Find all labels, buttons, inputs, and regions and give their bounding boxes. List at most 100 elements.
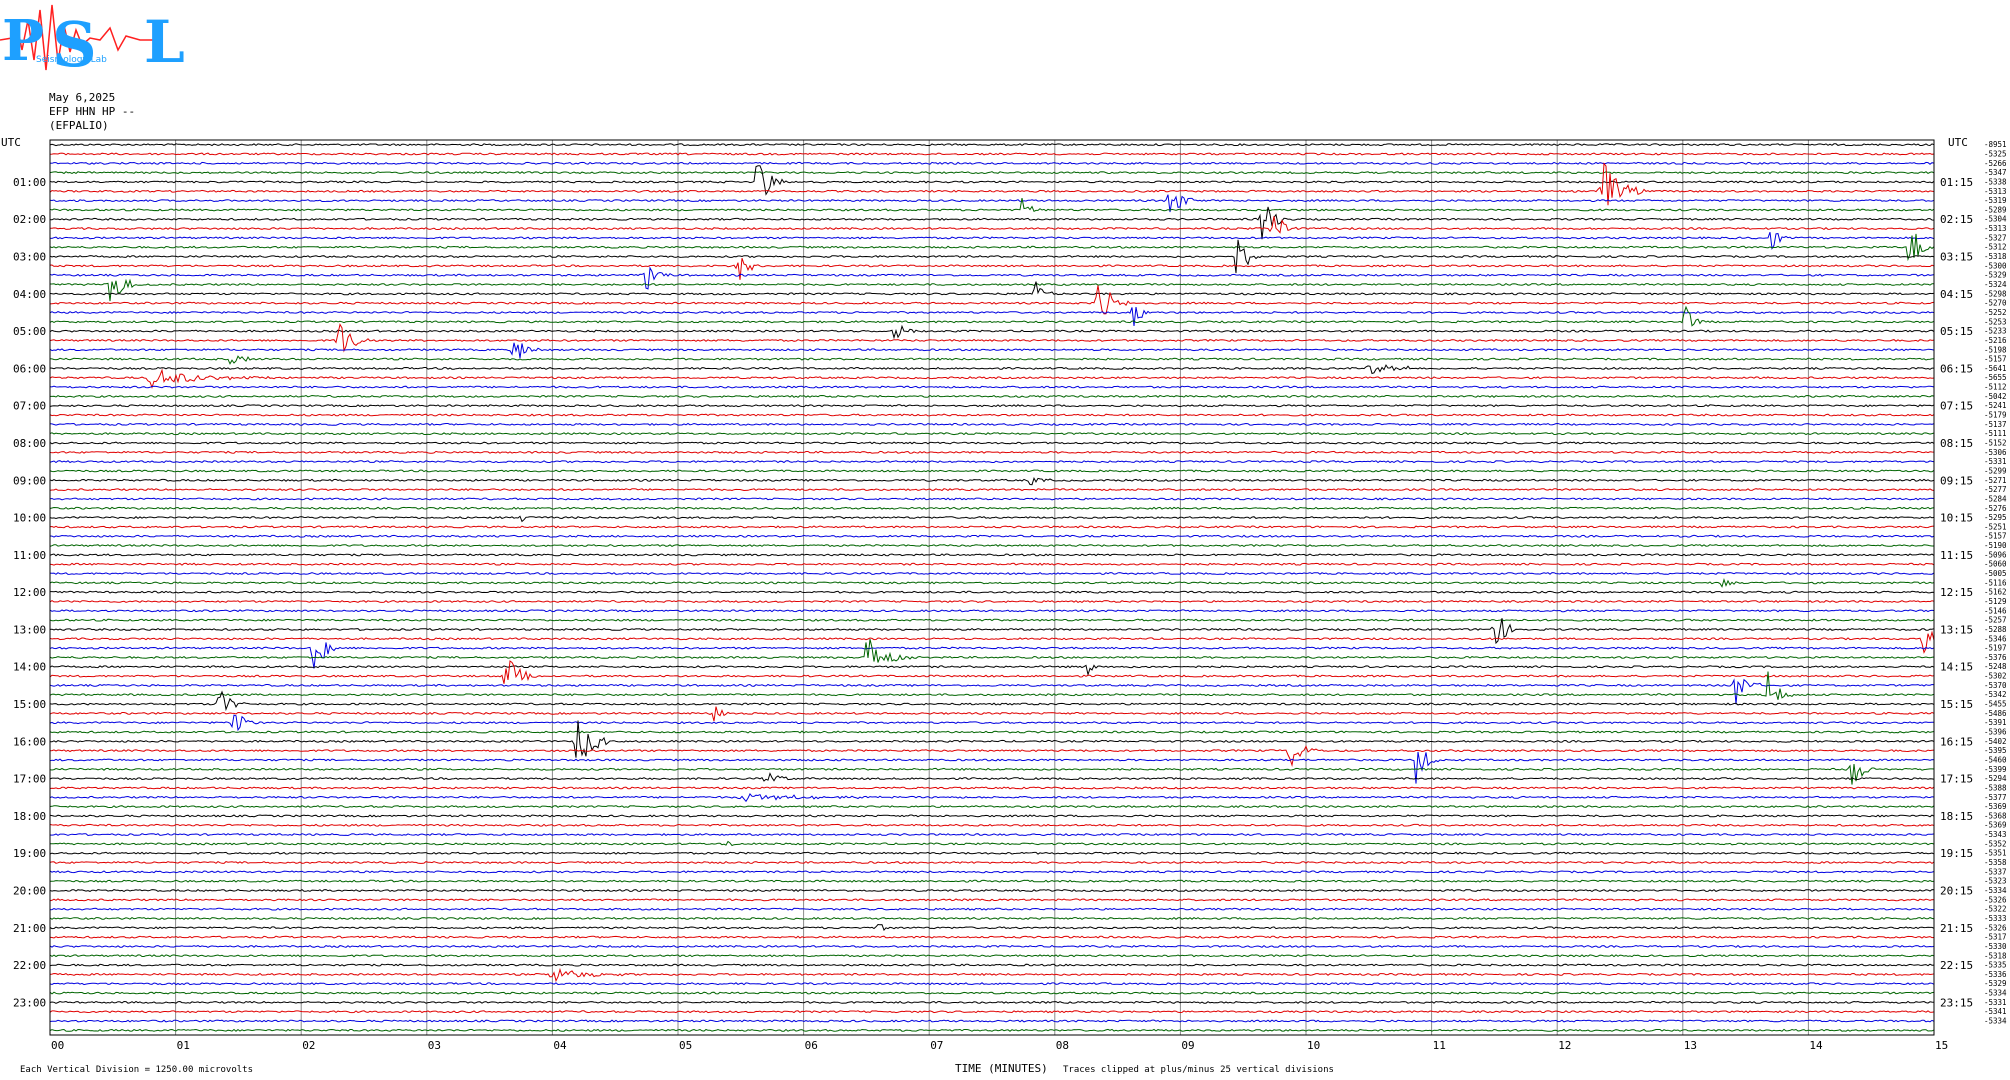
minute-tick-label: 13 [1684, 1039, 1697, 1052]
seismic-trace [49, 258, 1935, 280]
seismic-trace [49, 609, 1935, 613]
trace-offset-label: -5395 [1984, 746, 2007, 755]
right-hour-label: 17:15 [1940, 773, 1973, 786]
trace-offset-label: -5284 [1984, 494, 2007, 503]
left-hour-label: 11:00 [13, 549, 46, 562]
left-hour-label: 09:00 [13, 474, 46, 487]
seismic-trace [49, 323, 1935, 353]
seismic-trace [49, 678, 1935, 705]
minute-tick-label: 02 [302, 1039, 315, 1052]
trace-offset-label: -5288 [1984, 625, 2007, 634]
right-hour-label: 12:15 [1940, 586, 1973, 599]
trace-offset-label: -5042 [1984, 392, 2007, 401]
minute-tick-label: 15 [1935, 1039, 1948, 1052]
seismic-trace [49, 562, 1935, 566]
trace-offset-label: -5338 [1984, 177, 2007, 186]
minute-tick-label: 09 [1181, 1039, 1194, 1052]
hour-labels: 01:00 01:15 02:00 02:15 03:00 03:15 04:00 04:15… [13, 176, 1973, 1009]
trace-offset-label: -5337 [1984, 867, 2007, 876]
logo-letter-p: P [2, 8, 44, 74]
plot-date: May 6,2025 [49, 91, 116, 104]
seismic-trace [49, 161, 1935, 165]
left-hour-label: 18:00 [13, 810, 46, 823]
seismic-trace [50, 720, 1935, 758]
seismic-trace [49, 543, 1934, 548]
trace-offset-label: -5198 [1984, 345, 2007, 354]
trace-offset-label: -5329 [1984, 979, 2007, 988]
left-hour-label: 17:00 [13, 773, 46, 786]
trace-offset-label: -5179 [1984, 411, 2007, 420]
left-hour-label: 23:00 [13, 996, 46, 1009]
trace-offset-label: -5325 [1984, 149, 2007, 158]
station-name: EFP HHN HP -- [49, 105, 136, 118]
trace-offset-label: -5300 [1984, 261, 2007, 270]
seismic-trace [49, 1000, 1935, 1004]
right-hour-label: 03:15 [1940, 251, 1973, 264]
seismic-trace [49, 898, 1935, 902]
seismic-trace [49, 469, 1935, 473]
trace-offset-label: -5313 [1984, 224, 2007, 233]
seismic-trace [49, 814, 1935, 818]
trace-offset-label: -5346 [1984, 634, 2007, 643]
seismic-trace [49, 630, 1935, 654]
trace-offset-label: -5248 [1984, 662, 2007, 671]
trace-offset-label: -5298 [1984, 289, 2007, 298]
trace-offset-label: -5335 [1984, 961, 2007, 970]
seismic-trace [49, 763, 1935, 785]
seismic-trace [49, 772, 1935, 782]
right-hour-label: 02:15 [1940, 213, 1973, 226]
trace-offset-label: -5137 [1984, 420, 2007, 429]
trace-offset-label: -5299 [1984, 466, 2007, 475]
trace-offset-label: -5460 [1984, 755, 2007, 764]
seismic-trace [49, 534, 1935, 538]
minute-tick-label: 04 [553, 1039, 567, 1052]
seismic-trace [49, 935, 1935, 939]
trace-offset-label: -5005 [1984, 569, 2007, 578]
trace-offset-label: -5368 [1984, 811, 2007, 820]
left-hour-label: 03:00 [13, 251, 46, 264]
seismic-trace [49, 355, 1935, 365]
x-axis-title: TIME (MINUTES) [955, 1062, 1048, 1075]
seismic-trace [50, 206, 1935, 240]
seismic-trace [49, 578, 1935, 588]
seismic-trace [50, 278, 1935, 302]
trace-offset-label: -5330 [1984, 942, 2007, 951]
seismic-trace [49, 194, 1935, 213]
left-hour-label: 13:00 [13, 623, 46, 636]
trace-offset-label: -5318 [1984, 951, 2007, 960]
right-hour-label: 11:15 [1940, 549, 1973, 562]
plot-frame [49, 139, 1935, 1036]
seismic-trace [49, 840, 1935, 847]
vertical-division-note: Each Vertical Division = 1250.00 microvo… [20, 1065, 253, 1075]
seismic-trace [49, 324, 1935, 340]
trace-offset-label: -8951 [1984, 140, 2007, 149]
trace-offset-label: -5271 [1984, 476, 2007, 485]
right-hour-label: 04:15 [1940, 288, 1973, 301]
seismic-trace [49, 805, 1935, 809]
seismic-trace [49, 285, 1935, 315]
right-hour-label: 06:15 [1940, 362, 1973, 375]
trace-offset-labels: -8951-5325-5266-5347-5338-5313-5319-5289… [1984, 140, 2007, 1025]
minute-tick-label: 07 [930, 1039, 943, 1052]
seismic-trace [49, 307, 1935, 327]
seismic-trace [49, 982, 1935, 986]
minute-tick-label: 00 [51, 1039, 64, 1052]
trace-offset-label: -5402 [1984, 737, 2007, 746]
seismic-trace [49, 944, 1935, 948]
seismic-trace [49, 305, 1935, 327]
seismic-trace [49, 1019, 1935, 1023]
logo-letter-s: S [52, 8, 97, 80]
trace-offset-label: -5302 [1984, 672, 2007, 681]
seismic-trace [49, 553, 1935, 557]
minute-tick-label: 14 [1809, 1039, 1823, 1052]
trace-offset-label: -5304 [1984, 215, 2007, 224]
trace-offset-label: -5370 [1984, 681, 2007, 690]
minute-tick-label: 05 [679, 1039, 692, 1052]
seismic-trace [49, 833, 1935, 837]
trace-offset-label: -5641 [1984, 364, 2007, 373]
minute-tick-label: 01 [177, 1039, 190, 1052]
plot-axes: UTC UTC [1, 136, 1968, 1036]
trace-offset-label: -5270 [1984, 299, 2007, 308]
trace-offset-label: -5295 [1984, 513, 2007, 522]
